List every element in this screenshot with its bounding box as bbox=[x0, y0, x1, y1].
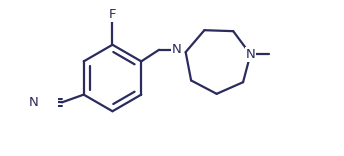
Text: F: F bbox=[109, 8, 116, 21]
Text: N: N bbox=[172, 43, 182, 56]
Text: N: N bbox=[246, 48, 255, 61]
Text: N: N bbox=[29, 96, 39, 109]
